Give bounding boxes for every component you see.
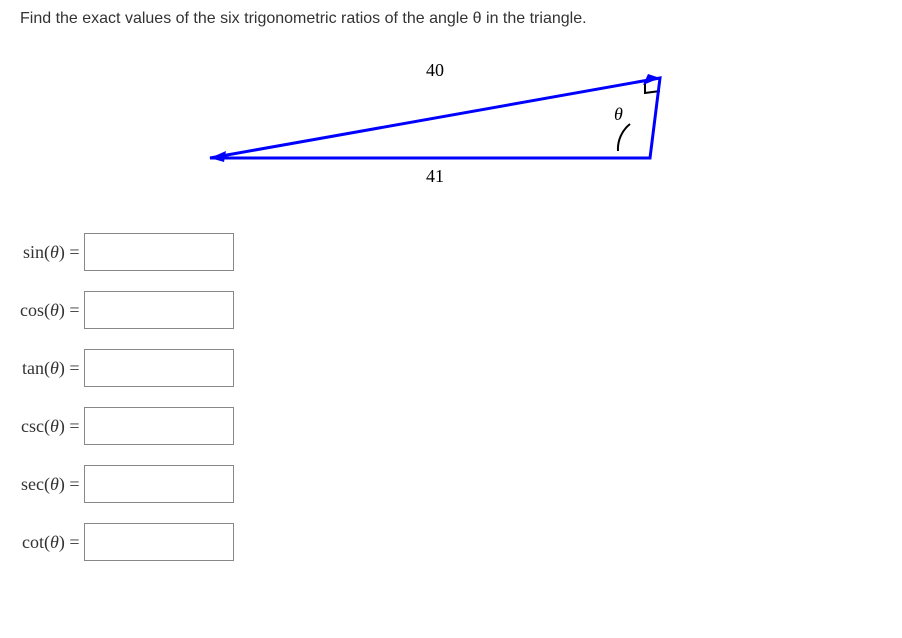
cot-input[interactable] xyxy=(84,523,234,561)
angle-arc xyxy=(618,124,630,151)
triangle-poly xyxy=(210,78,660,158)
cos-input[interactable] xyxy=(84,291,234,329)
cot-label: cot(θ) = xyxy=(20,513,84,571)
sec-input[interactable] xyxy=(84,465,234,503)
csc-label: csc(θ) = xyxy=(20,397,84,455)
tan-label: tan(θ) = xyxy=(20,339,84,397)
angle-label: θ xyxy=(614,104,623,124)
triangle-figure: 40 41 θ xyxy=(200,48,680,193)
csc-input[interactable] xyxy=(84,407,234,445)
answer-inputs: sin(θ) = cos(θ) = tan(θ) = csc(θ) = sec(… xyxy=(20,223,234,571)
cos-label: cos(θ) = xyxy=(20,281,84,339)
question-text: Find the exact values of the six trigono… xyxy=(20,10,882,28)
hypotenuse-label: 40 xyxy=(426,60,444,80)
tan-input[interactable] xyxy=(84,349,234,387)
adjacent-label: 41 xyxy=(426,166,444,186)
sec-label: sec(θ) = xyxy=(20,455,84,513)
sin-label: sin(θ) = xyxy=(20,223,84,281)
sin-input[interactable] xyxy=(84,233,234,271)
